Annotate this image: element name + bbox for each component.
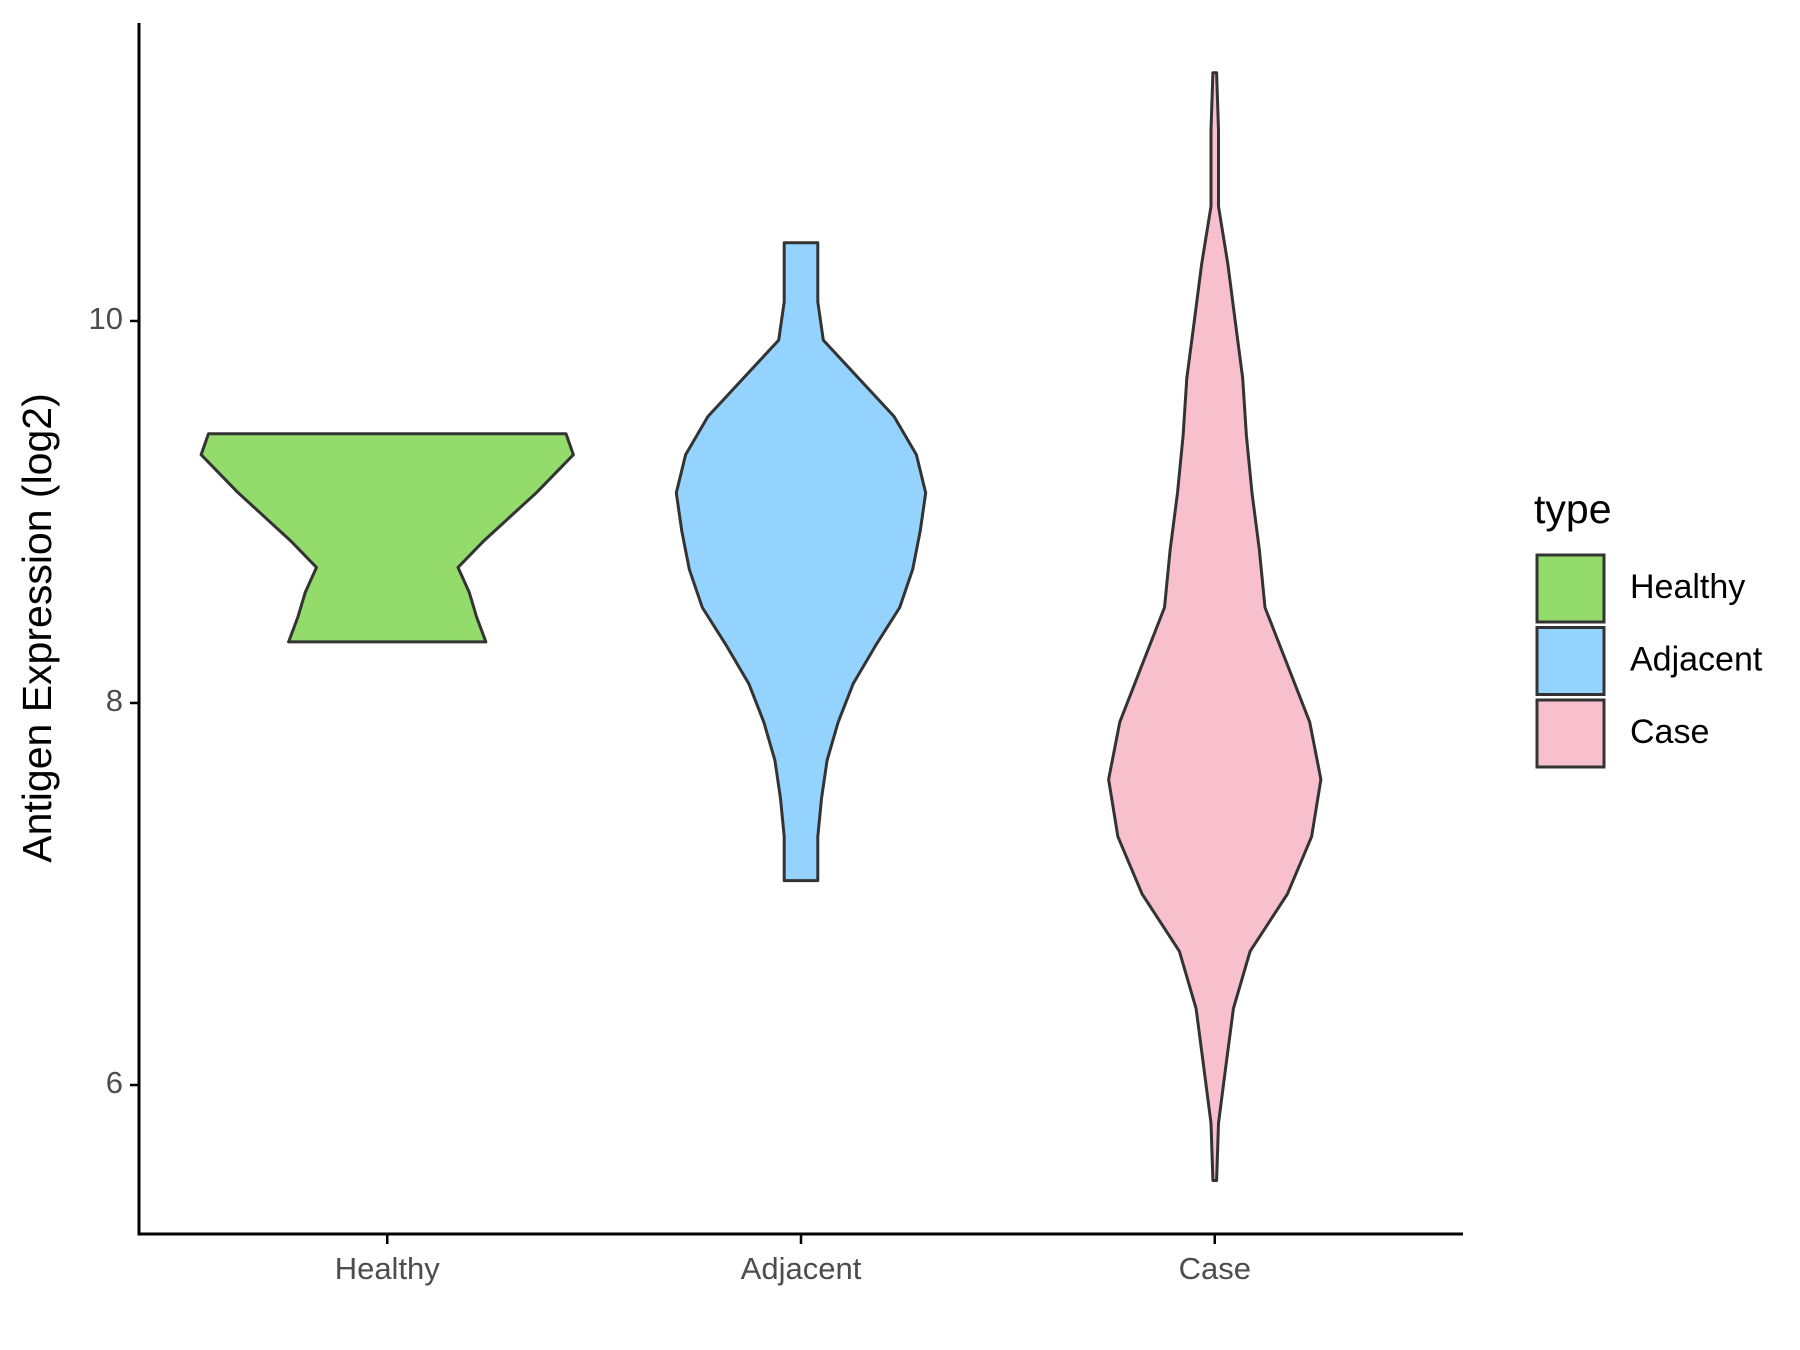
violin bbox=[1107, 71, 1323, 1182]
y-tick-label: 6 bbox=[106, 1065, 123, 1100]
y-tick-label: 10 bbox=[89, 301, 123, 336]
legend-key bbox=[1535, 626, 1606, 696]
x-tick-label: Adjacent bbox=[741, 1251, 862, 1286]
legend-label: Adjacent bbox=[1630, 640, 1763, 678]
violin bbox=[199, 432, 575, 644]
violin bbox=[674, 241, 928, 883]
y-tick-label: 8 bbox=[106, 683, 123, 718]
legend-key bbox=[1535, 698, 1606, 769]
legend-label: Case bbox=[1630, 713, 1709, 751]
x-tick-label: Healthy bbox=[335, 1251, 441, 1286]
y-axis-title: Antigen Expression (log2) bbox=[14, 393, 60, 862]
legend-label: Healthy bbox=[1630, 568, 1745, 606]
x-tick-label: Case bbox=[1179, 1251, 1251, 1286]
legend-title: type bbox=[1534, 486, 1612, 532]
legend-key bbox=[1535, 553, 1606, 624]
